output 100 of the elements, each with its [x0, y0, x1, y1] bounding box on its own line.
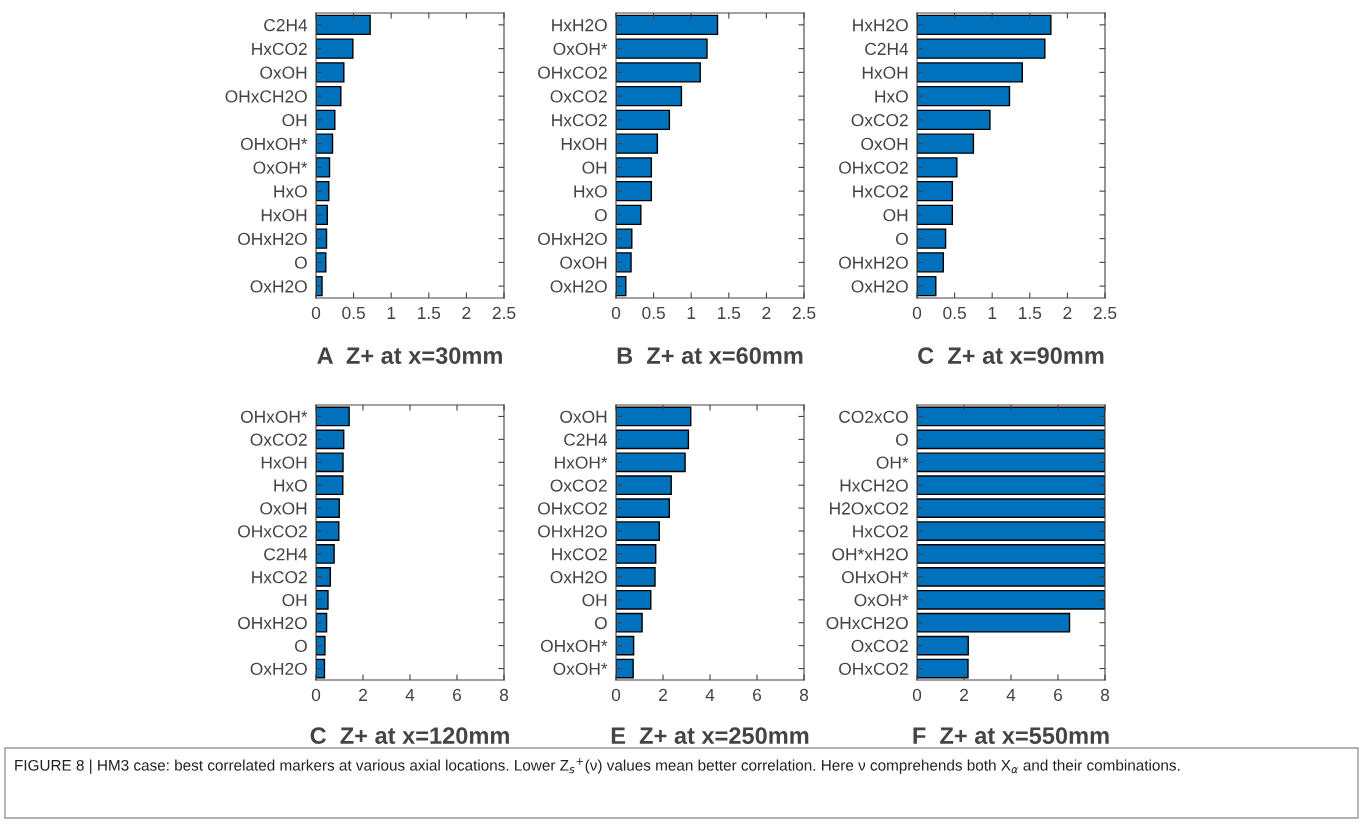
x-tick-label: 6	[453, 688, 462, 702]
x-tick-label: 1.5	[418, 306, 441, 320]
bar	[616, 544, 657, 564]
y-tick-label: HxO	[274, 185, 307, 198]
x-tick-label: 4	[705, 688, 715, 701]
bar	[917, 521, 1105, 541]
x-tick-label: 0	[912, 688, 922, 702]
y-tick-label: OxOH	[560, 410, 607, 423]
y-tick-label: C2H4	[865, 42, 909, 56]
bar	[616, 498, 671, 518]
bar	[917, 252, 945, 273]
x-tick-label: 1.5	[718, 306, 741, 320]
y-tick-label: OH	[883, 209, 908, 222]
y-tick-label: OHxCO2	[538, 66, 607, 79]
x-tick-label: 4	[1006, 688, 1016, 701]
x-tick-label: 1	[687, 306, 696, 319]
y-tick-label: HxOH	[261, 456, 307, 469]
bar	[616, 589, 652, 610]
bar	[316, 589, 329, 610]
y-tick-label: C2H4	[264, 19, 308, 32]
y-tick-label: O	[294, 256, 307, 269]
bar	[616, 252, 632, 273]
bar	[616, 406, 692, 427]
y-tick-label: OxOH	[260, 502, 307, 515]
bar	[616, 567, 656, 587]
bar	[316, 544, 335, 564]
x-tick-label: 8	[499, 688, 509, 702]
x-tick-label: 6	[1054, 688, 1063, 702]
y-tick-label: OxH2O	[851, 280, 908, 293]
bar	[616, 204, 642, 226]
bar	[316, 133, 334, 154]
x-tick-label: 0	[611, 306, 621, 320]
y-tick-label: OxH2O	[250, 662, 307, 675]
y-tick-label: C2H4	[564, 433, 608, 446]
y-tick-label: C2H4	[264, 548, 308, 561]
bar	[616, 133, 659, 154]
y-tick-label: OxH2O	[550, 571, 607, 584]
bar	[616, 180, 653, 202]
bar	[316, 62, 345, 83]
bar	[616, 475, 672, 496]
y-tick-label: OxCO2	[550, 90, 607, 103]
y-tick-label: OHxCO2	[839, 662, 908, 675]
x-tick-label: 0.5	[943, 306, 966, 320]
y-tick-label: HxCH2O	[840, 479, 908, 492]
text: F Z+ at x=550mm	[913, 727, 1109, 745]
y-tick-label: OH*	[876, 456, 909, 469]
y-tick-label: OHxCO2	[238, 525, 307, 538]
y-tick-label: HxCO2	[252, 42, 307, 56]
y-tick-label: HxOH	[862, 66, 908, 79]
y-tick-label: HxCO2	[552, 548, 607, 561]
x-tick-label: 2	[960, 688, 968, 701]
text: B Z+ at x=60mm	[617, 347, 803, 365]
y-tick-label: OHxOH*	[540, 639, 608, 653]
x-tick-label: 0	[611, 688, 621, 702]
x-tick-label: 6	[753, 688, 762, 702]
x-tick-label: 1	[387, 306, 396, 319]
y-tick-label: OxH2O	[250, 280, 307, 293]
y-tick-label: OxH2O	[550, 280, 607, 293]
bar	[616, 109, 671, 131]
bar	[917, 157, 958, 178]
bar	[316, 109, 336, 131]
bar	[917, 133, 975, 154]
bar	[316, 85, 342, 107]
bar	[316, 38, 354, 59]
bar	[616, 612, 643, 633]
bar	[917, 567, 1105, 587]
y-tick-label: HxO	[274, 479, 307, 492]
bar	[917, 658, 969, 679]
y-tick-label: CO2xCO	[839, 410, 908, 423]
y-tick-label: OxOH	[260, 66, 307, 79]
bar	[316, 452, 344, 473]
bar	[917, 14, 1052, 36]
y-tick-label: OHxH2O	[839, 256, 908, 269]
y-tick-label: OxCO2	[550, 479, 607, 492]
y-tick-label: OHxOH*	[240, 410, 308, 423]
x-tick-label: 0	[912, 306, 922, 320]
y-tick-label: OHxOH*	[841, 571, 909, 584]
bar	[316, 567, 332, 587]
bar	[917, 589, 1105, 610]
text: C Z+ at x=90mm	[918, 347, 1104, 365]
y-tick-label: HxOH*	[555, 456, 608, 469]
bar	[917, 475, 1105, 496]
bar	[616, 228, 633, 249]
y-tick-label: HxCO2	[853, 185, 908, 198]
y-tick-label: OHxCH2O	[826, 616, 908, 630]
x-tick-label: 0.5	[642, 306, 665, 320]
y-tick-label: OxOH*	[253, 161, 308, 174]
bar	[616, 157, 653, 178]
y-tick-label: OxOH*	[553, 662, 608, 675]
bar	[917, 180, 954, 202]
bar	[316, 14, 371, 36]
x-tick-label: 0	[311, 688, 321, 702]
bar	[917, 498, 1105, 518]
x-tick-label: 0.5	[342, 306, 365, 320]
bar	[316, 521, 340, 541]
y-tick-label: O	[895, 232, 908, 246]
y-tick-label: HxCO2	[252, 571, 307, 584]
y-tick-label: O	[895, 433, 908, 446]
x-tick-label: 2	[462, 306, 471, 319]
y-tick-label: OxOH	[560, 256, 607, 269]
